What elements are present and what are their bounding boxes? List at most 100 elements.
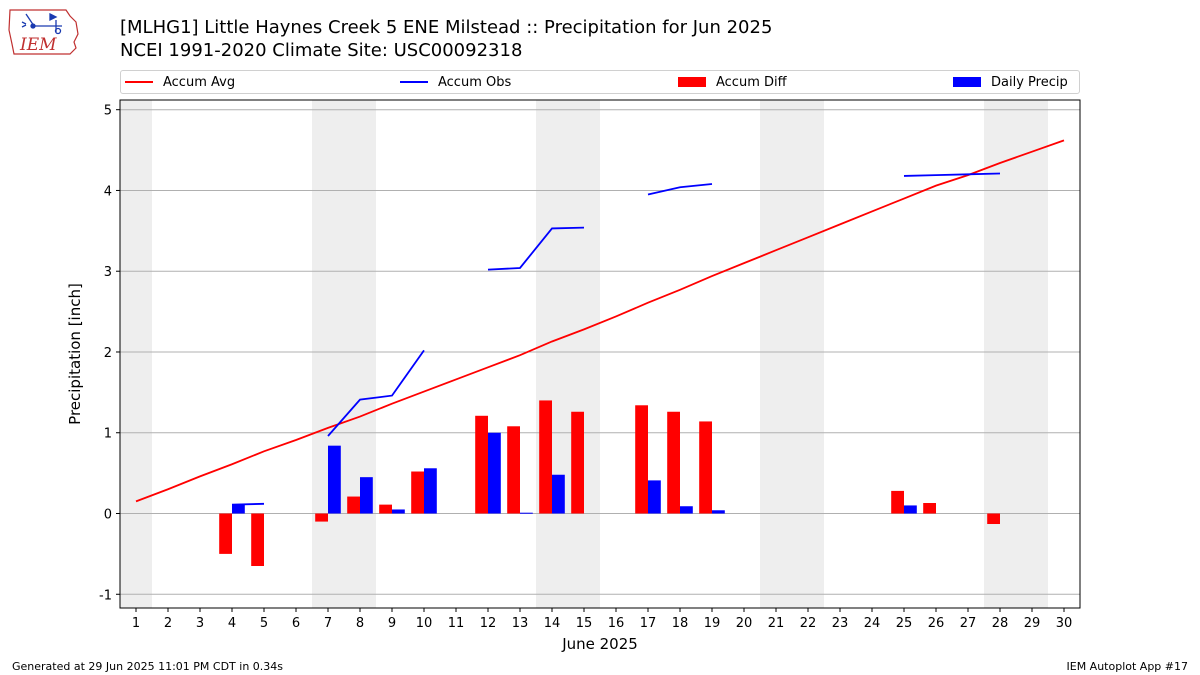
x-tick-label: 10: [416, 616, 433, 631]
weekend-shade: [536, 100, 568, 608]
x-tick-label: 27: [960, 616, 977, 631]
plot-frame: [119, 99, 1081, 609]
x-tick-label: 6: [292, 616, 300, 631]
daily-precip-bar: [648, 480, 661, 514]
x-tick-label: 25: [896, 616, 913, 631]
y-tick-label: 0: [104, 508, 112, 523]
legend-item-accum-diff: Accum Diff: [678, 74, 787, 92]
x-tick-label: 18: [672, 616, 689, 631]
footer-generated: Generated at 29 Jun 2025 11:01 PM CDT in…: [12, 660, 284, 673]
accum-diff-bar: [987, 513, 1000, 525]
weekend-shade: [792, 100, 824, 608]
accum-diff-bar: [571, 411, 584, 514]
x-tick-label: 23: [832, 616, 849, 631]
accum-obs-line: [903, 172, 1001, 177]
legend-item-accum-obs: Accum Obs: [400, 74, 511, 92]
x-tick-label: 19: [704, 616, 721, 631]
legend-item-daily-precip: Daily Precip: [953, 74, 1068, 92]
daily-precip-bar: [328, 445, 341, 514]
x-tick-label: 26: [928, 616, 945, 631]
weekend-shade: [568, 100, 600, 608]
y-tick-label: 4: [104, 184, 112, 199]
chart-title: [MLHG1] Little Haynes Creek 5 ENE Milste…: [120, 17, 773, 38]
daily-precip-bar: [232, 504, 245, 514]
iowa-outline-icon: [8, 9, 79, 55]
weekend-shade: [312, 100, 344, 608]
legend-swatch-accum-avg: [125, 80, 153, 83]
weekend-shade: [1016, 100, 1048, 608]
y-tick-label: 5: [104, 104, 112, 119]
accum-diff-bar: [475, 415, 488, 514]
daily-precip-bar: [552, 474, 565, 514]
accum-obs-line: [231, 502, 265, 506]
weekend-shading: [120, 100, 1048, 608]
daily-precip-bar: [360, 477, 373, 514]
x-tick-label: 21: [768, 616, 785, 631]
footer-app: IEM Autoplot App #17: [1066, 660, 1189, 673]
daily-precip-bar: [424, 468, 437, 514]
accum-obs-line: [647, 183, 713, 196]
accum-diff-bar: [539, 400, 552, 514]
legend-swatch-accum-diff: [678, 76, 706, 87]
x-tick-label: 3: [196, 616, 204, 631]
x-tick-label: 17: [640, 616, 657, 631]
x-axis-label: June 2025: [561, 635, 638, 653]
legend-label: Accum Obs: [438, 75, 512, 90]
daily-precip-bar: [712, 510, 725, 514]
accum-diff-bar: [411, 471, 424, 514]
x-tick-label: 29: [1024, 616, 1041, 631]
accum-diff-bar: [923, 503, 936, 514]
x-tick-label: 11: [448, 616, 465, 631]
legend: Accum Avg Accum Obs Accum Diff Daily Pre…: [120, 70, 1080, 94]
x-tick-label: 16: [608, 616, 625, 631]
x-tick-label: 20: [736, 616, 753, 631]
accum-diff-bar: [891, 490, 904, 514]
iem-logo: IEM: [8, 9, 79, 55]
y-tick-label: 2: [104, 346, 112, 361]
weekend-shade: [344, 100, 376, 608]
y-tick-label: 1: [104, 427, 112, 442]
x-tick-label: 24: [864, 616, 881, 631]
legend-swatch-accum-obs: [400, 80, 428, 83]
x-tick-label: 1: [132, 616, 140, 631]
accum-diff-bar: [635, 405, 648, 514]
accum-diff-bar: [315, 513, 328, 522]
bars: [219, 400, 1000, 567]
chart-subtitle: NCEI 1991-2020 Climate Site: USC00092318: [120, 40, 523, 61]
daily-precip-bar: [904, 505, 917, 514]
daily-precip-bar: [680, 506, 693, 514]
weather-station-icon: [21, 12, 62, 35]
x-tick-label: 4: [228, 616, 236, 631]
x-tick-label: 30: [1056, 616, 1073, 631]
accum-diff-bar: [699, 421, 712, 514]
accum-diff-bar: [347, 496, 360, 514]
x-tick-label: 7: [324, 616, 332, 631]
y-tick-label: 3: [104, 265, 112, 280]
daily-precip-bar: [488, 432, 501, 514]
x-tick-label: 22: [800, 616, 817, 631]
y-axis-label: Precipitation [inch]: [66, 283, 84, 425]
accum-diff-bar: [251, 513, 264, 567]
legend-swatch-daily-precip: [953, 76, 981, 87]
accum-diff-bar: [379, 504, 392, 514]
accum-avg-line: [135, 139, 1065, 503]
x-tick-label: 15: [576, 616, 593, 631]
daily-precip-bar: [520, 512, 533, 514]
weekend-shade: [984, 100, 1016, 608]
x-tick-label: 2: [164, 616, 172, 631]
weekend-shade: [760, 100, 792, 608]
iem-logo-text: IEM: [19, 35, 57, 55]
x-tick-label: 9: [388, 616, 396, 631]
accum-obs-line: [327, 349, 425, 437]
weekend-shade: [120, 100, 152, 608]
accum-diff-bar: [219, 513, 232, 554]
daily-precip-bar: [392, 509, 405, 514]
x-tick-label: 13: [512, 616, 529, 631]
accum-obs-line: [487, 226, 585, 271]
grid-lines: [120, 109, 1080, 595]
legend-label: Accum Diff: [716, 75, 787, 90]
x-tick-label: 12: [480, 616, 497, 631]
x-tick-label: 5: [260, 616, 268, 631]
